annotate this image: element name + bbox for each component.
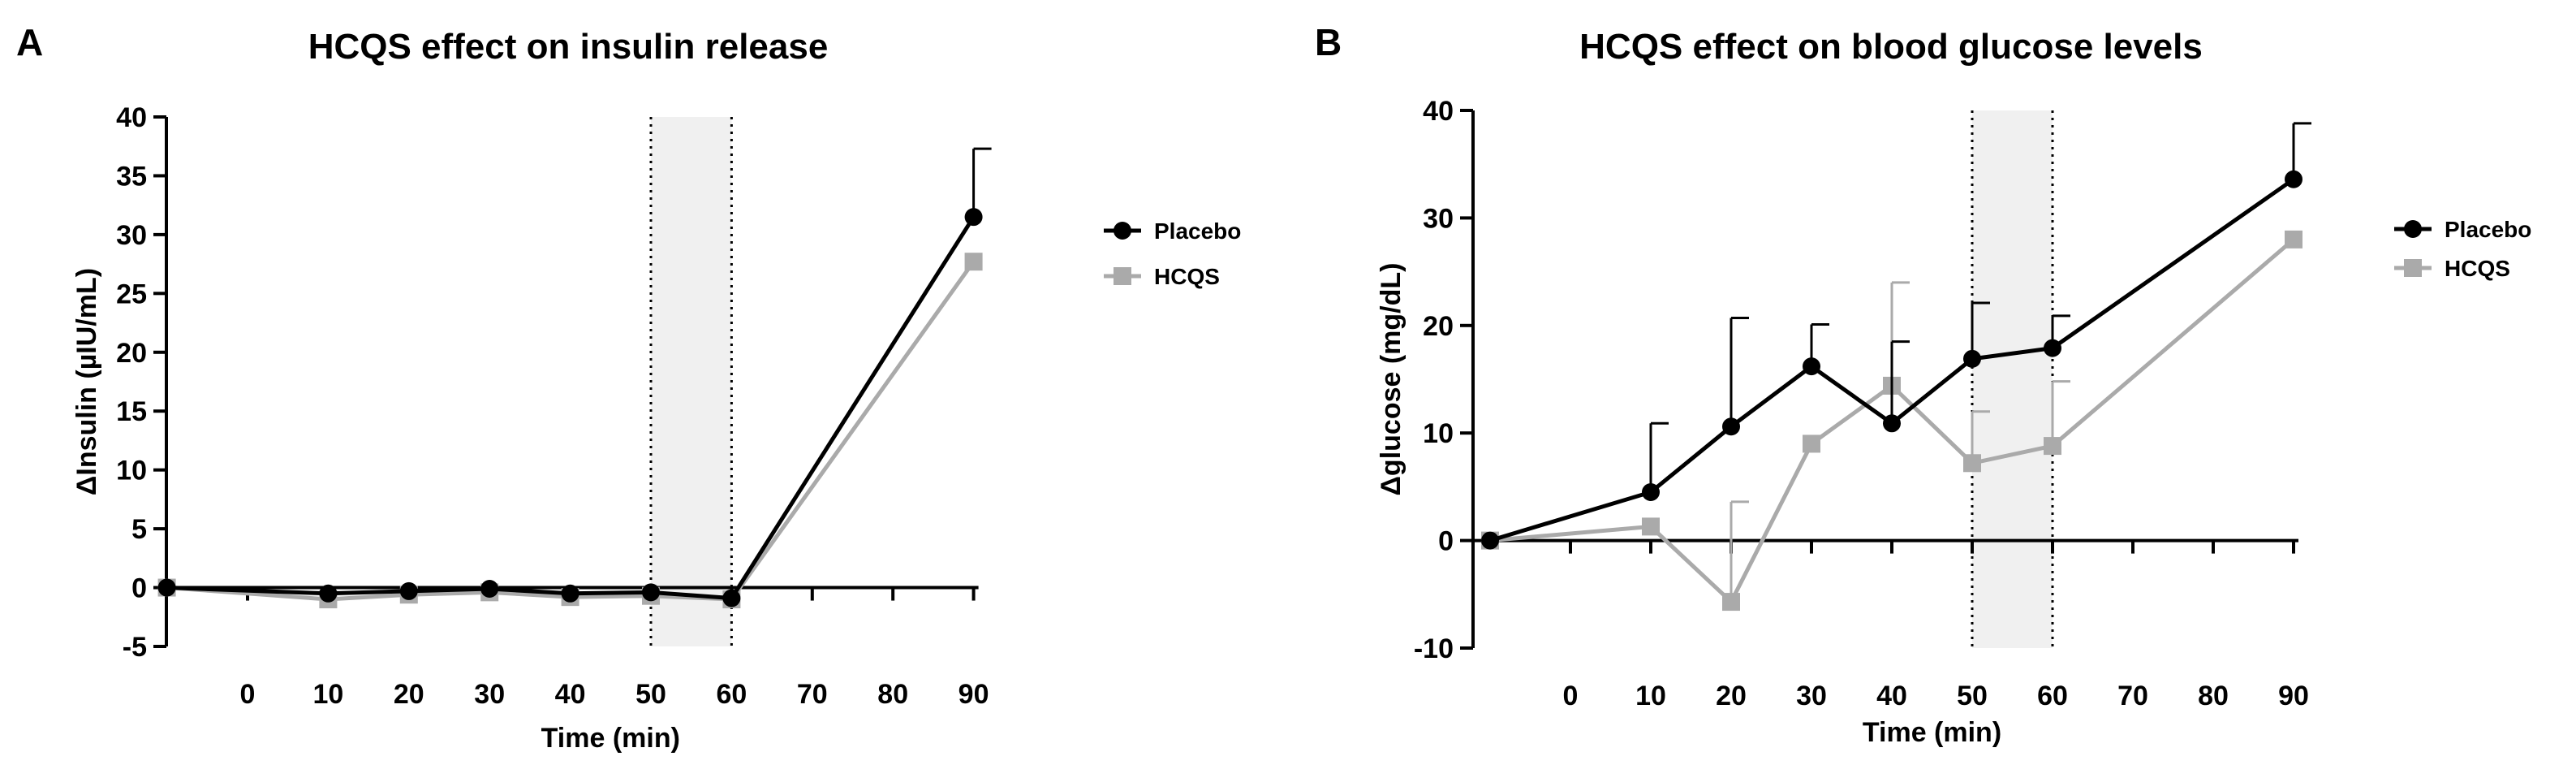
chart-title: HCQS effect on blood glucose levels: [1579, 27, 2203, 67]
x-axis-label: Time (min): [1863, 717, 2001, 748]
y-tick-label: 0: [131, 573, 147, 604]
x-tick-label: 20: [394, 679, 424, 710]
x-tick-label: 30: [474, 679, 505, 710]
data-point: [2044, 339, 2061, 357]
x-tick-label: 60: [716, 679, 747, 710]
data-point: [1642, 483, 1660, 502]
data-point: [1722, 593, 1740, 612]
y-tick-label: 25: [116, 279, 147, 309]
x-tick-label: 70: [2117, 681, 2148, 711]
y-tick-label: 10: [116, 456, 147, 486]
data-point: [1481, 531, 1499, 550]
x-tick-label: 10: [312, 679, 343, 710]
y-tick-label: 0: [1438, 526, 1454, 557]
y-tick-label: 35: [116, 161, 147, 192]
legend-item-placebo: Placebo: [1104, 218, 1241, 244]
chart-title: HCQS effect on insulin release: [308, 27, 829, 67]
x-tick-label: 20: [1716, 681, 1747, 711]
x-tick-label: 90: [2278, 681, 2309, 711]
data-point: [642, 583, 660, 602]
legend-label: HCQS: [1154, 264, 1220, 289]
panel-b: B HCQS effect on blood glucose levels 40 30…: [1315, 21, 2531, 748]
panel-a: A HCQS effect on insulin release 40 35 30 25 2…: [16, 21, 1241, 754]
data-point: [1963, 454, 1981, 473]
data-point: [561, 584, 579, 603]
y-tick-label: 30: [1423, 203, 1454, 234]
x-axis-label: Time (min): [541, 723, 680, 754]
data-point: [2044, 437, 2061, 456]
x-tick-label: 10: [1635, 681, 1666, 711]
y-tick-label: 15: [116, 396, 147, 427]
x-tick-label: 80: [877, 679, 908, 710]
legend-marker: [1114, 222, 1131, 240]
y-tick-label: 20: [1423, 311, 1454, 342]
data-point: [480, 580, 499, 599]
y-tick-label: 40: [116, 102, 147, 133]
y-axis-label: Δglucose (mg/dL): [1376, 263, 1406, 496]
x-tick-label: 70: [797, 679, 828, 710]
x-tick-label: 50: [635, 679, 666, 710]
y-tick-label: 20: [116, 338, 147, 369]
data-point: [1803, 434, 1820, 453]
legend-item-placebo: Placebo: [2394, 217, 2531, 242]
y-axis-label: ΔInsulin (µIU/mL): [71, 268, 102, 495]
x-tick-label: 30: [1796, 681, 1827, 711]
series-line: [166, 215, 976, 601]
data-point: [319, 584, 338, 603]
data-point: [399, 581, 418, 600]
panel-letter: A: [16, 21, 43, 63]
data-point: [964, 253, 983, 271]
y-tick-label: -5: [123, 632, 147, 663]
series-placebo: [157, 147, 992, 607]
x-tick-label: 0: [240, 679, 256, 710]
y-tick-label: 30: [116, 220, 147, 251]
x-tick-label: 90: [958, 679, 989, 710]
legend-label: Placebo: [2445, 217, 2531, 242]
legend-label: Placebo: [1154, 218, 1241, 244]
legend-item-hcqs: HCQS: [2394, 256, 2510, 281]
x-tick-label: 50: [1957, 681, 1988, 711]
x-tick-label: 0: [1563, 681, 1579, 711]
data-point: [1642, 517, 1660, 536]
legend-label: HCQS: [2445, 256, 2510, 281]
data-point: [1722, 417, 1740, 436]
shaded-region: [1972, 110, 2053, 648]
data-point: [157, 578, 176, 597]
x-tick-label: 40: [1876, 681, 1907, 711]
data-point: [2285, 230, 2302, 249]
legend-marker: [2404, 259, 2422, 277]
data-point: [964, 208, 983, 227]
y-tick-label: 10: [1423, 418, 1454, 449]
legend-marker: [1114, 267, 1131, 285]
data-point: [2285, 170, 2302, 188]
series-hcqs: [157, 253, 983, 609]
data-point: [1803, 357, 1820, 376]
x-tick-label: 60: [2037, 681, 2068, 711]
series-placebo: [1481, 122, 2311, 550]
y-tick-label: -10: [1414, 633, 1454, 664]
y-tick-label: 5: [131, 514, 147, 545]
x-tick-label: 40: [555, 679, 586, 710]
data-point: [722, 589, 741, 607]
x-tick-label: 80: [2198, 681, 2229, 711]
y-tick-label: 40: [1423, 96, 1454, 127]
shaded-region: [651, 117, 732, 646]
legend-item-hcqs: HCQS: [1104, 264, 1220, 289]
series-line: [166, 260, 976, 602]
data-point: [1963, 349, 1981, 368]
panel-letter: B: [1315, 21, 1342, 63]
series-line: [1489, 237, 2295, 606]
series-line: [1489, 177, 2295, 542]
legend-marker: [2404, 220, 2422, 238]
data-point: [1883, 414, 1901, 433]
